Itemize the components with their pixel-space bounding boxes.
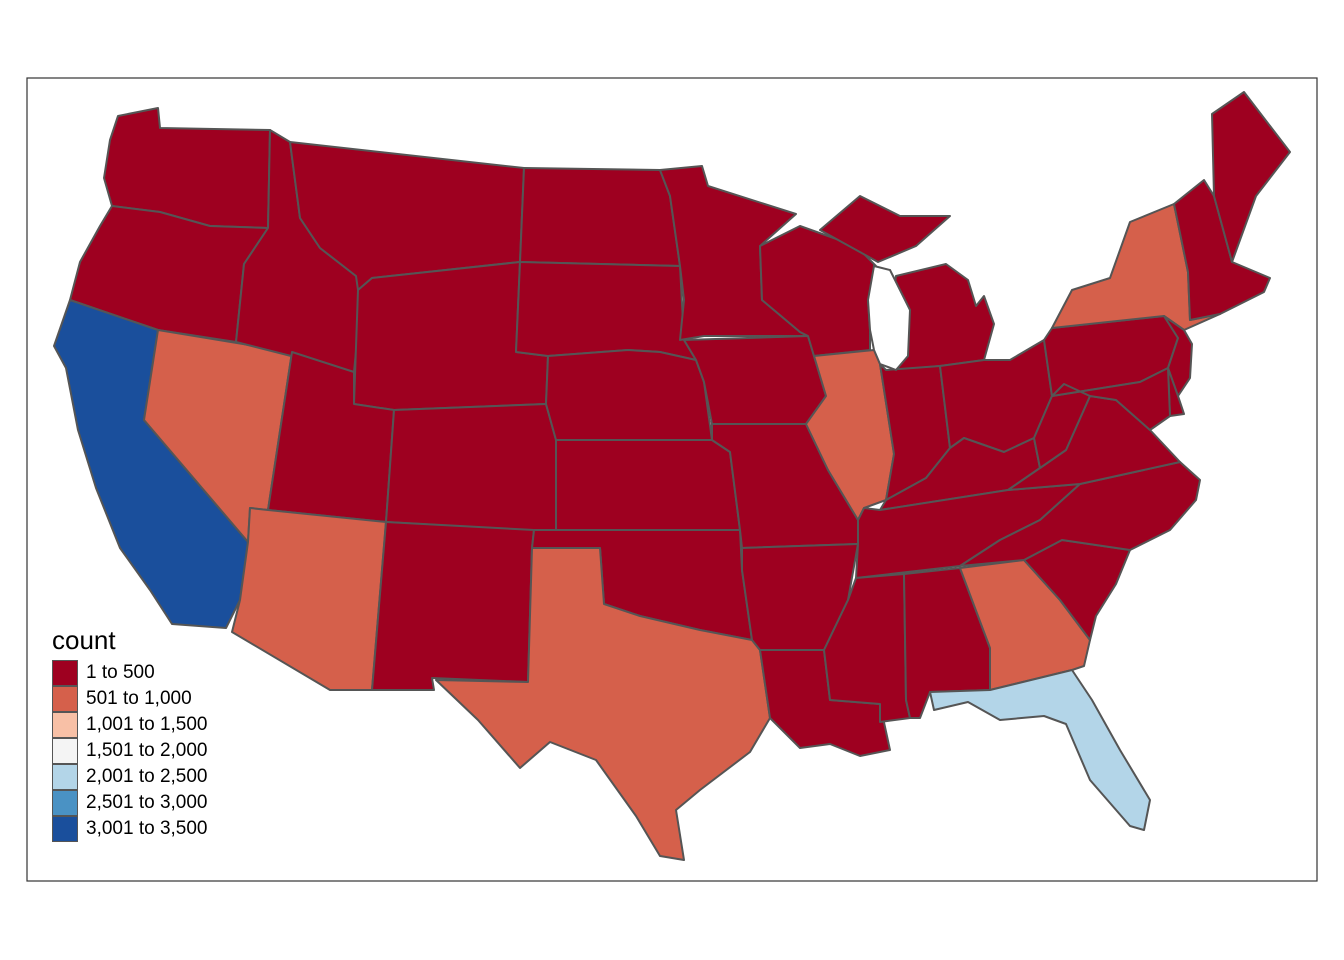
legend-swatch bbox=[52, 738, 78, 764]
region-south-dakota bbox=[515, 261, 697, 361]
legend-label: 3,001 to 3,500 bbox=[86, 818, 208, 839]
legend-label: 1,501 to 2,000 bbox=[86, 740, 208, 761]
legend-item: 1,001 to 1,500 bbox=[52, 712, 208, 738]
legend-item: 501 to 1,000 bbox=[52, 686, 208, 712]
legend-swatch bbox=[52, 816, 78, 842]
region-maryland bbox=[1051, 367, 1171, 431]
map-frame bbox=[26, 77, 1318, 882]
state-layer bbox=[53, 91, 1291, 861]
legend-label: 501 to 1,000 bbox=[86, 688, 192, 709]
region-new-england bbox=[1173, 179, 1271, 321]
legend-swatch bbox=[52, 660, 78, 686]
lake-michigan bbox=[866, 264, 912, 372]
legend-item: 1,501 to 2,000 bbox=[52, 738, 208, 764]
legend-rows: 1 to 500 501 to 1,000 1,001 to 1,500 1,501 … bbox=[52, 660, 208, 842]
region-nebraska bbox=[545, 349, 713, 441]
legend-swatch bbox=[52, 764, 78, 790]
region-kansas bbox=[555, 439, 741, 533]
legend-item: 2,501 to 3,000 bbox=[52, 790, 208, 816]
legend-swatch bbox=[52, 686, 78, 712]
legend-swatch bbox=[52, 790, 78, 816]
region-north-dakota bbox=[519, 167, 681, 267]
legend-title: count bbox=[52, 625, 116, 655]
legend-label: 1 to 500 bbox=[86, 662, 155, 683]
legend-label: 1,001 to 1,500 bbox=[86, 714, 208, 735]
legend: count 1 to 500 501 to 1,000 1,001 to 1,500… bbox=[52, 626, 208, 842]
legend-label: 2,001 to 2,500 bbox=[86, 766, 208, 787]
legend-item: 1 to 500 bbox=[52, 660, 208, 686]
legend-label: 2,501 to 3,000 bbox=[86, 792, 208, 813]
legend-swatch bbox=[52, 712, 78, 738]
region-arizona bbox=[231, 507, 387, 691]
region-texas bbox=[435, 547, 771, 861]
region-colorado bbox=[385, 403, 557, 533]
region-north-carolina bbox=[959, 461, 1201, 567]
region-maine bbox=[1211, 91, 1291, 263]
legend-item: 3,001 to 3,500 bbox=[52, 816, 208, 842]
region-new-mexico bbox=[371, 521, 535, 691]
region-florida bbox=[929, 669, 1151, 831]
legend-item: 2,001 to 2,500 bbox=[52, 764, 208, 790]
